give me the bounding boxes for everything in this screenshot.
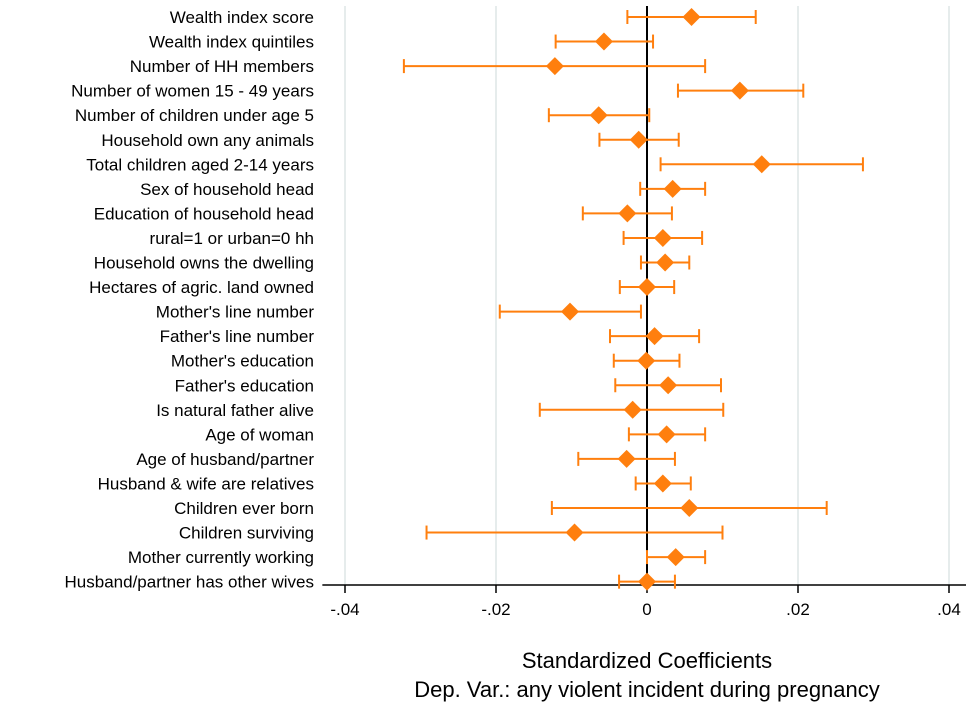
y-tick-label: Husband & wife are relatives [98,474,314,493]
x-axis-ticks: -.04 -.02 0 .02 .04 [330,585,961,619]
coefficient-marker [629,130,648,149]
y-axis-labels: Wealth index score Wealth index quintiles… [65,8,315,592]
confidence-intervals [402,10,864,589]
x-axis-subtitle: Dep. Var.: any violent incident during p… [414,677,880,702]
y-tick-label: Mother currently working [128,548,314,567]
y-tick-label: Father's line number [160,327,315,346]
y-tick-label: Number of children under age 5 [75,106,314,125]
y-tick-label: Mother's line number [156,303,315,322]
coefficient-marker [565,523,584,542]
x-tick-label: .04 [937,600,961,619]
y-tick-label: Age of woman [205,425,314,444]
y-tick-label: Household own any animals [101,131,314,150]
x-tick-label: -.04 [330,600,359,619]
y-tick-label: Number of women 15 - 49 years [71,82,314,101]
x-tick-label: 0 [642,600,651,619]
y-tick-label: Age of husband/partner [136,450,314,469]
coefficient-marker [617,449,636,468]
coefficient-marker [659,376,678,395]
coefficient-marker [653,228,672,247]
x-axis-title: Standardized Coefficients [522,648,772,673]
y-tick-label: Father's education [175,376,314,395]
coefficient-marker [663,179,682,198]
coefficient-marker [638,278,656,297]
y-tick-label: Children surviving [179,524,314,543]
y-tick-label: Number of HH members [130,57,314,76]
x-tick-label: -.02 [481,600,510,619]
coefficient-marker [666,548,685,567]
y-tick-label: Total children aged 2-14 years [86,155,314,174]
coefficient-markers [545,8,771,591]
coefficient-marker [594,32,613,51]
coefficient-marker [653,474,672,493]
coefficient-marker [645,327,664,346]
y-tick-label: Sex of household head [140,180,314,199]
coefficient-marker [730,81,749,100]
coefficient-marker [618,204,637,223]
coefficient-marker [752,155,771,174]
coefficient-marker [560,302,579,321]
y-tick-label: Wealth index score [170,8,314,27]
coefficient-marker [589,106,608,125]
coefficient-marker [637,351,656,370]
coefficient-marker [680,499,699,517]
coefficient-marker [657,425,676,444]
y-tick-label: Hectares of agric. land owned [89,278,314,297]
x-tick-label: .02 [786,600,810,619]
coefficient-marker [656,253,675,272]
y-tick-label: rural=1 or urban=0 hh [150,229,314,248]
y-tick-label: Household owns the dwelling [94,254,314,273]
y-tick-label: Is natural father alive [156,401,314,420]
y-tick-label: Children ever born [174,499,314,518]
coefficient-marker [638,572,656,591]
y-tick-label: Wealth index quintiles [149,33,314,52]
coefficient-marker [545,57,564,76]
coefficient-marker [623,400,642,419]
coefficient-marker [682,8,701,26]
y-tick-label: Husband/partner has other wives [65,573,314,592]
grid-lines [344,6,950,585]
y-tick-label: Mother's education [171,352,314,371]
y-tick-label: Education of household head [94,204,314,223]
